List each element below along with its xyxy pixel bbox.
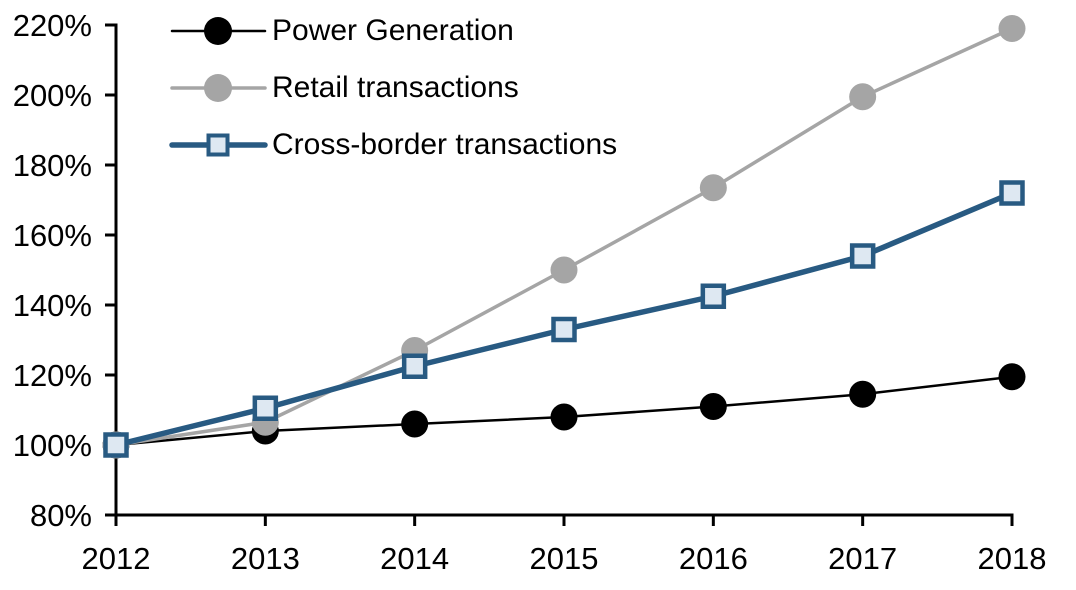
legend-label-cross-border-transactions: Cross-border transactions xyxy=(272,127,618,161)
data-point-marker-square xyxy=(700,283,727,309)
data-point-marker-circle xyxy=(998,15,1026,42)
axes: 80% 100% 120% 140% 160% 180% 200% 220% 2012 2013 2… xyxy=(13,8,1047,576)
retail-transactions-key-icon xyxy=(170,73,267,102)
data-point-marker-circle xyxy=(401,410,429,438)
x-tick-label: 2014 xyxy=(380,541,449,576)
y-tick-label: 220% xyxy=(13,8,92,43)
data-point-marker-square xyxy=(999,180,1025,206)
x-tick-label: 2017 xyxy=(828,541,897,576)
data-point-marker-square xyxy=(551,316,577,343)
y-tick-label: 80% xyxy=(30,498,92,533)
x-tick-label: 2018 xyxy=(978,541,1047,576)
x-tick-label: 2012 xyxy=(82,541,151,576)
legend-label-retail-transactions: Retail transactions xyxy=(272,70,519,104)
legend-item-retail-transactions: Retail transactions xyxy=(166,59,617,116)
series-power-generation xyxy=(102,363,1026,459)
x-tick-label: 2015 xyxy=(530,541,599,576)
data-point-marker-square xyxy=(103,432,129,458)
data-point-marker-square xyxy=(401,353,428,379)
data-point-marker-circle xyxy=(699,174,727,202)
y-tick-label: 160% xyxy=(13,218,92,253)
legend-label-power-generation: Power Generation xyxy=(272,13,514,47)
y-tick-label: 180% xyxy=(13,148,92,183)
data-point-marker-circle xyxy=(699,393,727,420)
y-tick-label: 140% xyxy=(13,288,92,323)
data-point-marker-circle xyxy=(550,256,578,284)
power-generation-key-icon xyxy=(170,16,267,45)
y-tick-label: 120% xyxy=(13,358,92,393)
y-tick-label: 100% xyxy=(13,428,92,463)
cross-border-transactions-key-icon xyxy=(169,133,268,156)
data-point-marker-circle xyxy=(849,380,877,408)
x-tick-label: 2016 xyxy=(679,541,748,576)
legend-item-cross-border-transactions: Cross-border transactions xyxy=(166,116,617,173)
data-point-marker-square xyxy=(849,243,876,269)
y-tick-label: 200% xyxy=(13,78,92,113)
data-point-marker-square xyxy=(252,395,279,421)
legend-item-power-generation: Power Generation xyxy=(166,2,617,59)
data-point-marker-circle xyxy=(849,83,877,111)
x-tick-label: 2013 xyxy=(231,541,300,576)
data-point-marker-circle xyxy=(998,363,1026,391)
chart-legend: Power Generation Retail transactions Cro… xyxy=(166,2,617,173)
series-cross-border-transactions xyxy=(103,180,1025,458)
data-point-marker-circle xyxy=(550,403,578,431)
